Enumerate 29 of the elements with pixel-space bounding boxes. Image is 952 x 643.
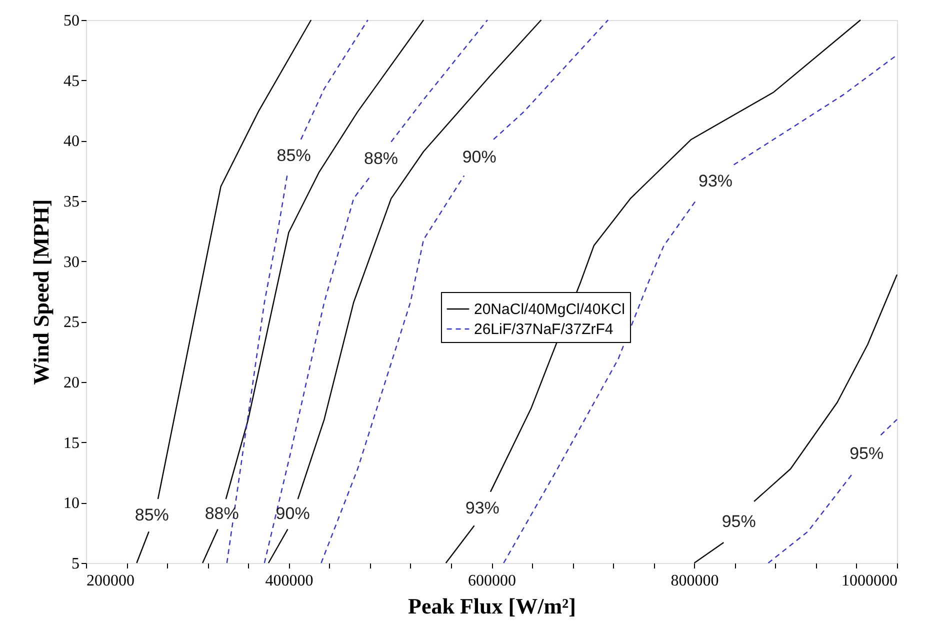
y-tick-label: 40 [64,133,80,150]
annotation: 85% [134,505,169,524]
x-tick-label: 800000 [670,572,719,590]
x-axis-title: Peak Flux [W/m²] [408,594,576,618]
y-tick-label: 10 [64,495,80,512]
annotation: 85% [276,146,311,165]
x-tick-label: 1000000 [842,572,898,590]
y-tick-label: 5 [72,556,80,572]
annotation: 95% [722,512,756,531]
x-tick-label: 400000 [265,572,314,590]
annotation: 90% [462,148,496,167]
y-axis-title: Wind Speed [MPH] [28,199,54,385]
legend-label: 20NaCl/40MgCl/40KCl [474,301,625,318]
annotation: 93% [465,498,500,518]
y-tick-label: 20 [64,374,80,392]
x-tick-label: 600000 [468,572,516,590]
legend-label: 26LiF/37NaF/37ZrF4 [474,321,614,338]
y-tick-label: 50 [64,12,80,30]
x-tick-label: 200000 [86,572,134,590]
y-tick-label: 30 [64,254,80,271]
annotation: 93% [698,172,733,191]
y-tick-label: 35 [64,194,80,210]
annotation: 95% [850,444,884,463]
y-tick-label: 15 [64,434,80,452]
annotation: 88% [364,148,398,168]
annotation: 88% [204,504,239,524]
y-tick-label: 45 [64,72,80,90]
y-tick-label: 25 [64,314,80,332]
annotation: 90% [276,504,310,524]
